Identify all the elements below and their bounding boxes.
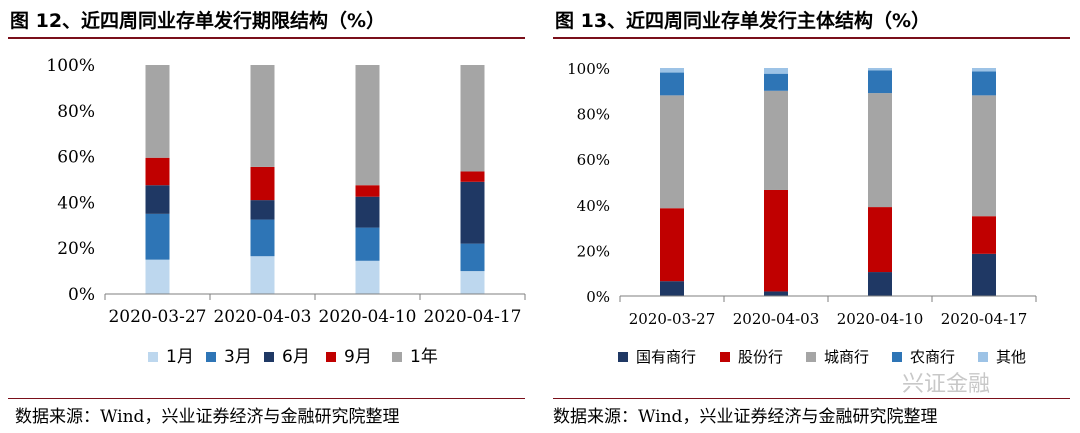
left-chart-bar-segment <box>250 256 275 294</box>
right-chart-bar-segment <box>660 68 684 73</box>
right-source-note: 数据来源：Wind，兴业证券经济与金融研究院整理 <box>553 407 938 427</box>
left-chart-bar-segment <box>250 200 275 220</box>
right-chart-legend-label: 其他 <box>996 348 1026 366</box>
left-chart-legend-swatch <box>392 352 402 362</box>
left-chart-bar-segment <box>460 65 485 172</box>
watermark-logo: 兴证金融 <box>902 372 991 397</box>
left-chart-bar-segment <box>460 171 485 182</box>
left-chart-legend-label: 9月 <box>344 347 372 367</box>
left-chart-y-tick-label: 80% <box>57 102 95 122</box>
left-chart-bar-segment <box>460 271 485 294</box>
right-chart-bar-segment <box>868 93 892 208</box>
right-chart-legend-swatch <box>892 352 902 362</box>
right-chart-bar-segment <box>764 68 788 74</box>
left-chart-bar-segment <box>460 243 485 272</box>
left-chart-bar-segment <box>355 185 380 197</box>
left-chart-x-tick-label: 2020-04-03 <box>213 307 311 327</box>
right-chart-legend-swatch <box>720 352 730 362</box>
left-chart-bar-segment <box>250 65 275 167</box>
right-chart-bar-segment <box>868 68 892 71</box>
left-chart-bar-segment <box>145 259 170 294</box>
right-chart-legend-label: 股份行 <box>738 348 783 366</box>
right-chart-bar-segment <box>972 68 996 72</box>
right-chart-y-tick-label: 20% <box>577 242 610 260</box>
right-chart-bar-segment <box>972 253 996 296</box>
left-chart-x-tick-label: 2020-04-10 <box>318 307 416 327</box>
right-title-rule <box>553 37 1070 39</box>
left-chart-legend-label: 3月 <box>224 347 252 367</box>
right-chart-bar-segment <box>972 216 996 254</box>
left-chart-bar-segment <box>145 213 170 260</box>
right-chart-bar-segment <box>868 272 892 296</box>
right-chart-title: 图 13、近四周同业存单发行主体结构（%） <box>555 10 931 32</box>
left-chart-bar-segment <box>355 65 380 186</box>
left-chart-bar-segment <box>250 219 275 257</box>
right-chart-legend-swatch <box>618 352 628 362</box>
right-chart-bar-segment <box>660 208 684 282</box>
left-title-rule <box>8 37 525 39</box>
right-chart-legend-swatch <box>806 352 816 362</box>
left-chart-bar-segment <box>355 196 380 228</box>
left-chart-y-tick-label: 0% <box>68 285 95 305</box>
left-chart-y-tick-label: 60% <box>57 148 95 168</box>
left-chart-bar-segment <box>145 185 170 214</box>
left-chart-y-tick-label: 100% <box>46 56 95 76</box>
right-chart-y-tick-label: 100% <box>567 60 610 78</box>
right-chart-y-tick-label: 40% <box>577 197 610 215</box>
right-chart-bar-segment <box>764 90 788 190</box>
right-chart-legend-label: 农商行 <box>910 348 955 366</box>
left-chart-legend-label: 1年 <box>410 347 438 367</box>
left-chart-bar-segment <box>145 65 170 158</box>
right-chart-x-tick-label: 2020-04-10 <box>837 310 923 328</box>
left-chart-legend-swatch <box>264 352 274 362</box>
right-chart-y-tick-label: 0% <box>586 288 610 306</box>
left-stacked-bar-chart: 0% 20% 40% 60% 80% 100% 2020-03-27 2020-04-03 20… <box>46 56 526 367</box>
left-chart-x-tick-label: 2020-04-17 <box>423 307 521 327</box>
right-chart-legend-label: 国有商行 <box>636 348 696 366</box>
left-chart-bar-segment <box>250 166 275 201</box>
left-chart-bar-segment <box>460 181 485 244</box>
right-chart-x-tick-label: 2020-03-27 <box>629 310 715 328</box>
right-chart-y-tick-label: 80% <box>577 106 610 124</box>
right-chart-bar-segment <box>660 95 684 209</box>
right-chart-bar-segment <box>764 73 788 91</box>
left-chart-legend-label: 6月 <box>282 347 310 367</box>
right-stacked-bar-chart: 0% 20% 40% 60% 80% 100% 2020-03-27 2020-04-03 20… <box>567 60 1037 366</box>
left-chart-legend-swatch <box>148 352 158 362</box>
right-chart-bar-segment <box>868 207 892 273</box>
left-chart-title: 图 12、近四周同业存单发行期限结构（%） <box>10 10 386 32</box>
right-chart-y-tick-label: 60% <box>577 151 610 169</box>
right-chart-bar-segment <box>972 71 996 96</box>
left-source-note: 数据来源：Wind，兴业证券经济与金融研究院整理 <box>15 407 400 427</box>
left-chart-legend-swatch <box>206 352 216 362</box>
left-source-rule <box>8 398 525 399</box>
right-chart-bar-segment <box>660 281 684 296</box>
right-chart-x-tick-label: 2020-04-03 <box>733 310 819 328</box>
left-chart-x-tick-label: 2020-03-27 <box>108 307 206 327</box>
right-chart-legend-swatch <box>978 352 988 362</box>
left-chart-bar-segment <box>355 260 380 294</box>
right-chart-bar-segment <box>764 291 788 296</box>
right-source-rule <box>553 398 1070 399</box>
left-chart-legend-swatch <box>326 352 336 362</box>
left-chart-y-tick-label: 40% <box>57 193 95 213</box>
right-chart-x-tick-label: 2020-04-17 <box>941 310 1027 328</box>
right-chart-bar-segment <box>660 72 684 96</box>
right-chart-legend-label: 城商行 <box>824 348 869 366</box>
left-chart-y-tick-label: 20% <box>57 239 95 259</box>
right-chart-bar-segment <box>764 189 788 292</box>
right-chart-bar-segment <box>972 95 996 217</box>
left-chart-bar-segment <box>145 157 170 186</box>
left-chart-bar-segment <box>355 227 380 261</box>
left-chart-legend-label: 1月 <box>166 347 194 367</box>
right-chart-bar-segment <box>868 70 892 94</box>
